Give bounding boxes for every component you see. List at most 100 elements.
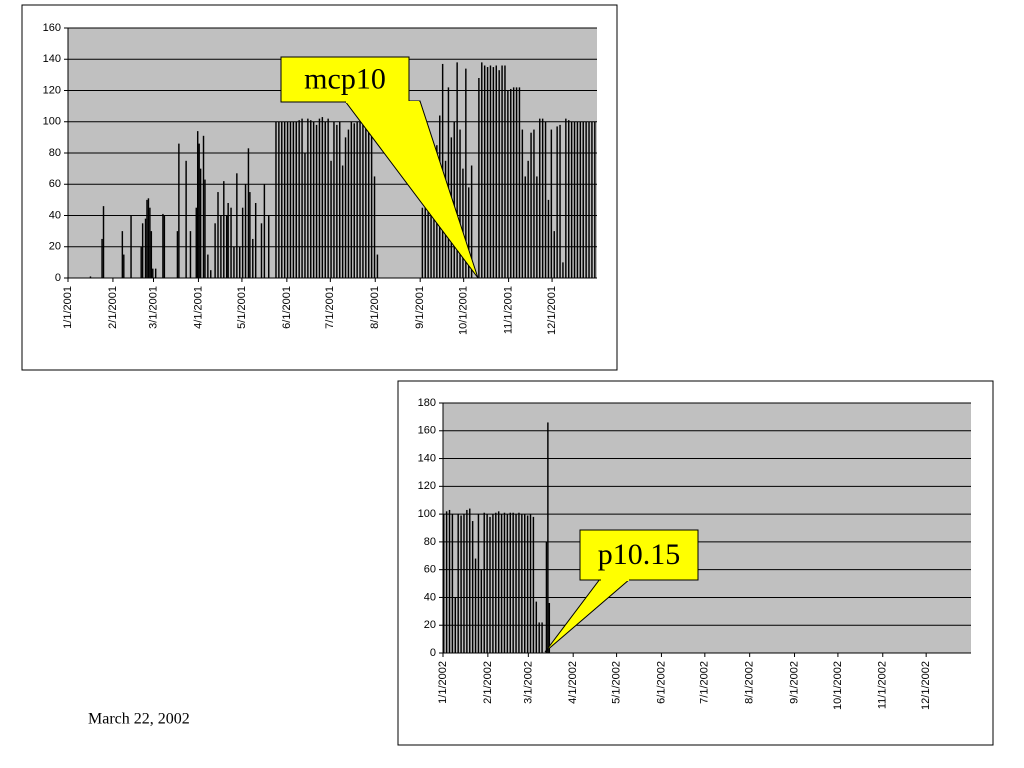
bar <box>576 121 579 278</box>
bar <box>500 514 503 653</box>
bar <box>524 176 526 278</box>
y-tick-label: 80 <box>49 147 61 159</box>
bar <box>495 65 497 278</box>
bar <box>260 223 263 278</box>
bar <box>315 124 318 278</box>
bar <box>548 603 551 653</box>
bar <box>532 516 535 653</box>
bar <box>539 118 541 278</box>
x-tick-label: 9/1/2001 <box>414 286 426 329</box>
bar <box>486 67 489 278</box>
bar <box>480 569 483 653</box>
bar <box>283 121 286 278</box>
y-tick-label: 180 <box>418 397 436 409</box>
x-tick-label: 10/1/2002 <box>832 661 844 710</box>
bar <box>373 176 376 278</box>
bar <box>162 213 164 278</box>
y-tick-label: 40 <box>424 591 436 603</box>
bar <box>195 207 197 278</box>
bar <box>430 199 432 278</box>
y-tick-label: 80 <box>424 536 436 548</box>
bar <box>503 512 506 653</box>
bar <box>489 516 491 653</box>
bar <box>547 199 550 278</box>
bar <box>359 121 361 278</box>
callout-join <box>346 101 419 103</box>
bar <box>149 207 151 278</box>
bar <box>481 62 483 278</box>
x-tick-label: 12/1/2002 <box>920 661 932 710</box>
bar <box>489 65 492 278</box>
bar <box>341 165 344 278</box>
bar <box>376 254 379 278</box>
x-tick-label: 1/1/2001 <box>62 286 74 329</box>
bar <box>227 203 229 278</box>
bar <box>225 215 228 278</box>
bar <box>506 514 509 653</box>
bar <box>448 509 451 653</box>
bar <box>239 246 241 278</box>
bar <box>556 126 558 278</box>
bar <box>518 87 521 278</box>
bar <box>521 129 524 278</box>
bar <box>509 512 511 653</box>
x-tick-label: 11/1/2002 <box>877 661 889 709</box>
bar <box>123 254 125 278</box>
bar <box>550 129 553 278</box>
bar <box>89 276 92 278</box>
bar <box>254 203 257 278</box>
bar <box>336 124 338 278</box>
x-tick-label: 7/1/2002 <box>699 661 711 704</box>
callout-box <box>579 529 699 581</box>
bar <box>526 515 529 653</box>
bar <box>289 121 292 278</box>
x-tick-label: 3/1/2001 <box>147 286 159 329</box>
bar <box>454 597 457 653</box>
bar <box>521 514 523 653</box>
bar <box>281 121 283 278</box>
y-tick-label: 20 <box>49 241 61 253</box>
x-tick-label: 3/1/2002 <box>522 661 534 704</box>
bar <box>292 121 295 278</box>
bar <box>362 124 364 278</box>
bar <box>310 120 312 278</box>
x-tick-label: 8/1/2001 <box>369 286 381 329</box>
bar <box>495 512 497 653</box>
x-tick-label: 2/1/2002 <box>482 661 494 704</box>
bar <box>339 121 341 278</box>
bar <box>529 514 532 653</box>
bar <box>451 514 454 653</box>
bar <box>421 207 424 278</box>
bar <box>483 65 486 278</box>
y-tick-label: 100 <box>43 116 61 128</box>
bar <box>244 184 247 278</box>
bar <box>515 87 518 278</box>
bar <box>102 206 105 278</box>
bar <box>562 262 564 278</box>
y-tick-label: 40 <box>49 209 61 221</box>
bar <box>307 118 309 278</box>
bar <box>477 514 480 653</box>
bar <box>538 622 540 653</box>
bar <box>189 231 192 278</box>
bar <box>559 124 561 278</box>
bar <box>470 165 473 278</box>
bar <box>196 131 199 278</box>
bar <box>486 514 488 653</box>
bar <box>524 514 526 653</box>
bar <box>447 87 450 278</box>
x-tick-label: 6/1/2002 <box>655 661 667 704</box>
y-tick-label: 20 <box>424 619 436 631</box>
bar <box>233 246 235 278</box>
bar <box>492 514 494 653</box>
bar <box>518 512 520 653</box>
y-tick-label: 0 <box>430 647 436 659</box>
bar <box>268 215 270 278</box>
bar <box>333 121 335 278</box>
bar <box>241 207 244 278</box>
bar <box>330 160 332 278</box>
x-tick-label: 7/1/2001 <box>324 286 336 329</box>
x-tick-label: 12/1/2001 <box>546 286 558 335</box>
callout-label: p10.15 <box>598 538 681 571</box>
